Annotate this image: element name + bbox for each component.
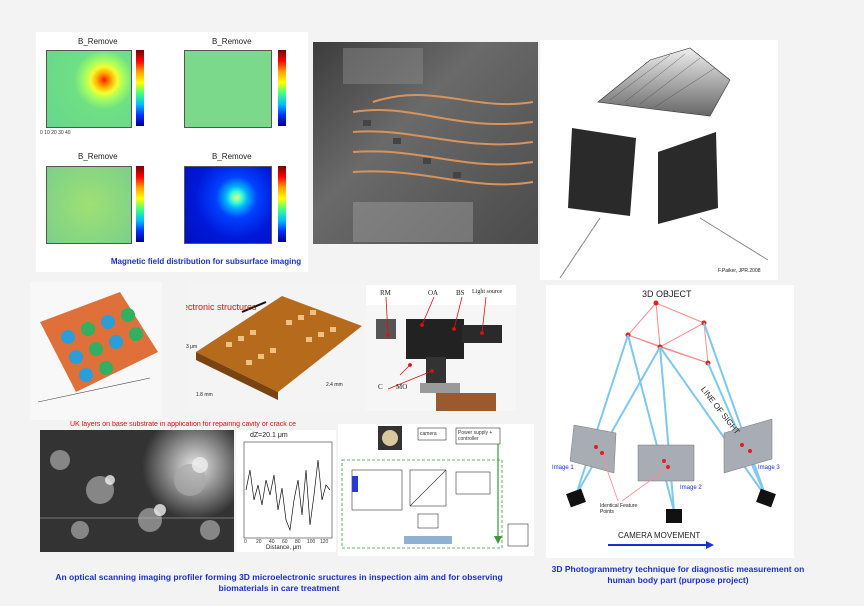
micro-title: Microelectronic structures xyxy=(186,302,257,312)
scale-3um: 3 μm xyxy=(186,344,198,350)
object-title: 3D OBJECT xyxy=(642,289,692,299)
identical-points-label: Identical Feature Points xyxy=(600,503,638,515)
profile-xtick-6: 120 xyxy=(320,539,329,545)
sem-texture xyxy=(40,450,234,540)
overlay-caption: UK layers on base substrate in applicati… xyxy=(70,421,297,428)
schematic-power: Power supply + controller xyxy=(458,430,493,442)
schematic-diagram xyxy=(341,426,529,549)
schematic-camera: camera xyxy=(420,431,437,437)
colorbar-4 xyxy=(278,166,286,242)
scale-18mm: 1.8 mm xyxy=(196,392,213,398)
surface-plot xyxy=(37,292,158,403)
profile-xtick-2: 40 xyxy=(269,539,275,545)
image-3-label: Image 3 xyxy=(758,465,780,471)
surface-plot-panel xyxy=(30,282,162,420)
label-oa: OA xyxy=(428,289,439,297)
image-2-label: Image 2 xyxy=(680,485,702,491)
profile-xtick-4: 80 xyxy=(295,539,301,545)
label-mo: MO xyxy=(396,383,408,391)
map-title-4: B_Remove xyxy=(212,152,252,161)
map-title-2: B_Remove xyxy=(212,37,252,46)
photogrammetry-panel: 3D OBJECT LINE OF SIGHT Image 1 Image 2 … xyxy=(546,285,794,558)
wiring-photo xyxy=(313,42,538,244)
photo-credit: F.Paiker, JPR.2008 xyxy=(718,268,761,274)
field-map-1 xyxy=(46,50,132,128)
label-c: C xyxy=(378,383,383,391)
profile-xtick-3: 60 xyxy=(282,539,288,545)
field-map-2 xyxy=(184,50,272,128)
image-1-label: Image 1 xyxy=(552,465,574,471)
magnetic-caption: Magnetic field distribution for subsurfa… xyxy=(110,257,302,266)
colorbar-3 xyxy=(136,166,144,242)
optical-setup-illustration xyxy=(366,296,516,411)
profile-annotation: dZ=20.1 μm xyxy=(250,432,288,439)
photogrammetry-top-panel: F.Paiker, JPR.2008 xyxy=(540,40,778,280)
camera-movement-label: CAMERA MOVEMENT xyxy=(618,531,701,540)
profiler-caption: An optical scanning imaging profiler for… xyxy=(55,572,503,593)
sem-image xyxy=(40,430,234,552)
colorbar-2 xyxy=(278,50,286,126)
map-title-1: B_Remove xyxy=(78,37,118,46)
profile-xtick-0: 0 xyxy=(244,539,247,545)
photogrammetry-caption: 3D Photogrammetry technique for diagnost… xyxy=(551,564,805,585)
map-title-3: B_Remove xyxy=(78,152,118,161)
colorbar-1 xyxy=(136,50,144,126)
label-bs: BS xyxy=(456,289,465,297)
profile-plot-panel: dZ=20.1 μm 0 20 40 60 80 100 120 Distanc… xyxy=(236,430,336,552)
profile-xlabel: Distance, μm xyxy=(266,545,302,551)
scale-24mm: 2.4 mm xyxy=(326,382,343,388)
field-map-4 xyxy=(184,166,272,244)
schematic-panel: camera Power supply + controller xyxy=(338,424,534,556)
label-light-source: Light source xyxy=(472,289,503,295)
magnetic-field-panel: B_Remove 0 10 20 30 40 B_Remove B_Remove… xyxy=(36,32,308,272)
profile-xtick-5: 100 xyxy=(307,539,316,545)
optical-setup-panel: RM OA BS Light source C MO xyxy=(366,285,516,411)
chip-illustration xyxy=(196,296,362,400)
wiring-illustration xyxy=(343,48,534,242)
microelectronic-panel: Microelectronic structures 3 μm 2.4 mm 1… xyxy=(186,282,366,412)
field-map-3 xyxy=(46,166,132,244)
photogrammetry-diagram xyxy=(566,300,776,549)
profile-xtick-1: 20 xyxy=(256,539,262,545)
profile-plot xyxy=(243,441,333,539)
label-rm: RM xyxy=(380,289,391,297)
terrain-illustration xyxy=(559,47,769,279)
